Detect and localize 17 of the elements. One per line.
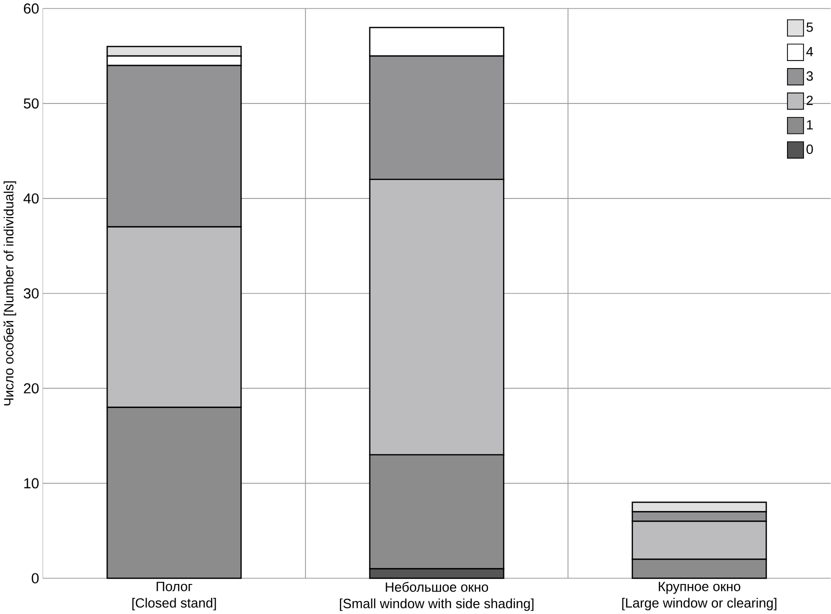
y-axis-title: Число особей [Number of individuals] — [3, 181, 16, 406]
y-tick-label: 30 — [24, 288, 39, 298]
y-tick-label: 40 — [24, 193, 39, 204]
y-tick-label: 60 — [24, 3, 39, 14]
x-tick-label: Полог [Closed stand] — [132, 582, 216, 610]
legend-label: 3 — [806, 71, 813, 81]
y-tick-label: 50 — [24, 98, 39, 108]
legend-label: 1 — [807, 120, 813, 130]
legend-label: 5 — [806, 22, 813, 32]
y-tick-label: 10 — [24, 478, 39, 488]
x-tick-label: Небольшое окно [Small window with side shading] — [340, 582, 534, 611]
y-tick-label: 0 — [32, 572, 39, 584]
x-tick-label: Крупное окно [Large window or clearing] — [622, 582, 776, 610]
y-tick-label: 20 — [24, 383, 39, 394]
legend-label: 4 — [806, 46, 814, 56]
legend-label: 0 — [806, 144, 813, 154]
legend-label: 2 — [806, 96, 813, 105]
